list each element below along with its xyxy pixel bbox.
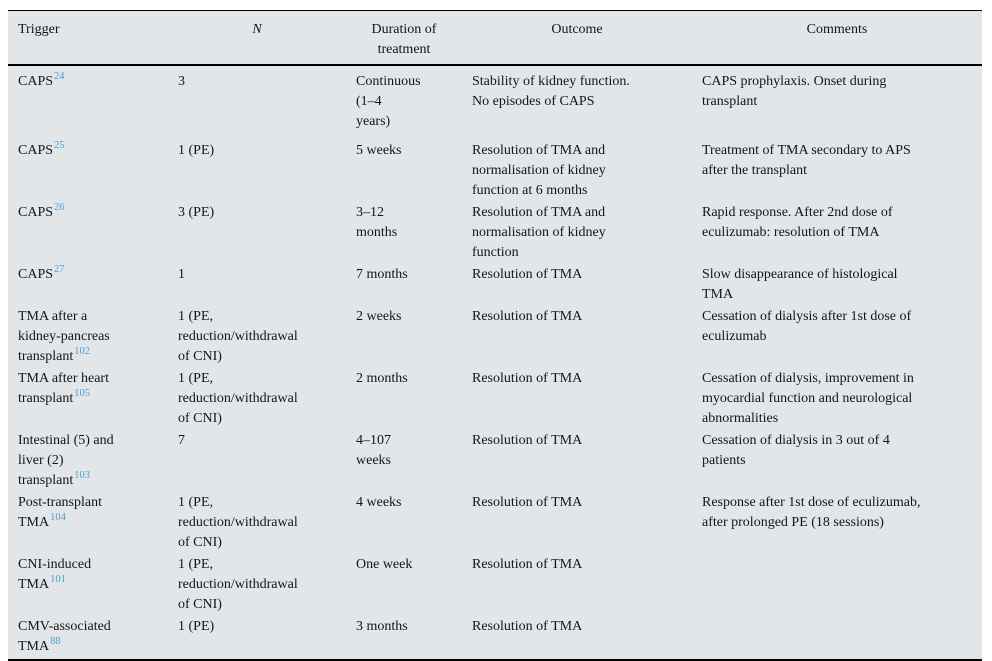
cell-n: 1 (PE, reduction/withdrawal of CNI) [178,309,298,364]
cell-n: 7 [178,433,185,448]
cell-outcome: Stability of kidney function. No episodes… [472,74,630,109]
cell-n: 1 (PE, reduction/withdrawal of CNI) [178,371,298,426]
table-row: Post-transplant TMA104 1 (PE, reduction/wit… [8,493,982,555]
cell-duration: One week [356,557,413,572]
cell-comments: Treatment of TMA secondary to APS after t… [702,143,911,178]
table-row: TMA after heart transplant105 1 (PE, reduct… [8,369,982,431]
cell-outcome: Resolution of TMA [472,267,583,282]
table-row: CAPS27 1 7 months Resolution of TMA Slow dis… [8,265,982,307]
cell-outcome: Resolution of TMA [472,619,583,634]
cell-outcome: Resolution of TMA and normalisation of ki… [472,205,606,260]
cell-n: 1 (PE) [178,619,215,634]
cell-duration: 5 weeks [356,143,402,158]
table-row: Intestinal (5) and liver (2) transplant103… [8,431,982,493]
data-table: Trigger N Duration of treatment Outcome … [8,11,982,659]
citation-ref[interactable]: 102 [74,346,90,358]
cell-duration: 4 weeks [356,495,402,510]
cell-n: 3 (PE) [178,205,215,220]
cell-duration: 2 weeks [356,309,402,324]
cell-comments: Cessation of dialysis after 1st dose of e… [702,309,912,344]
cell-outcome: Resolution of TMA [472,495,583,510]
table-header: Trigger N Duration of treatment Outcome … [8,11,982,66]
cell-comments: CAPS prophylaxis. Onset during transplant [702,74,887,109]
cell-n: 1 [178,267,185,282]
table-row: CMV-associated TMA88 1 (PE) 3 months Resolut… [8,617,982,659]
cell-comments: Cessation of dialysis in 3 out of 4 patie… [702,433,890,468]
table-row: CNI-induced TMA101 1 (PE, reduction/withdra… [8,555,982,617]
table-row: TMA after a kidney-pancreas transplant102 1… [8,307,982,369]
cell-comments: Response after 1st dose of eculizumab, af… [702,495,921,530]
cell-duration: 4–107 weeks [356,433,391,468]
citation-ref[interactable]: 104 [50,512,66,524]
table-row: CAPS26 3 (PE) 3–12 months Resolution of TMA … [8,203,982,265]
col-header-duration: Duration of treatment [346,11,462,66]
cell-duration: 3–12 months [356,205,398,240]
cell-trigger: CAPS25 [18,140,65,158]
citation-ref[interactable]: 105 [74,388,90,400]
citation-ref[interactable]: 26 [54,202,65,214]
cell-trigger: CMV-associated TMA88 [18,619,111,654]
cell-trigger: Intestinal (5) and liver (2) transplant103 [18,433,114,488]
cell-trigger: Post-transplant TMA104 [18,495,102,530]
cell-trigger: CNI-induced TMA101 [18,557,92,592]
cell-comments: Cessation of dialysis, improvement in myo… [702,371,914,426]
citation-ref[interactable]: 27 [54,264,65,276]
cell-duration: Continuous (1–4 years) [356,74,421,129]
cell-n: 1 (PE, reduction/withdrawal of CNI) [178,557,298,612]
cell-duration: 7 months [356,267,408,282]
table-row: CAPS24 3 Continuous (1–4 years) Stability of … [8,65,982,141]
cell-trigger: CAPS24 [18,71,65,89]
cell-trigger: TMA after heart transplant105 [18,371,109,406]
citation-ref[interactable]: 24 [54,71,65,83]
table-body: CAPS24 3 Continuous (1–4 years) Stability of … [8,65,982,659]
cell-comments [692,555,982,617]
cell-n: 1 (PE) [178,143,215,158]
cell-outcome: Resolution of TMA [472,309,583,324]
col-header-comments: Comments [692,11,982,66]
col-header-n: N [168,11,346,66]
col-header-trigger: Trigger [8,11,168,66]
header-row: Trigger N Duration of treatment Outcome … [8,11,982,66]
cell-duration: 2 months [356,371,408,386]
cell-n: 1 (PE, reduction/withdrawal of CNI) [178,495,298,550]
cell-comments [692,617,982,659]
citation-ref[interactable]: 88 [50,636,61,648]
cell-trigger: CAPS26 [18,202,65,220]
cell-outcome: Resolution of TMA [472,433,583,448]
citation-ref[interactable]: 25 [54,140,65,152]
cell-outcome: Resolution of TMA [472,371,583,386]
cell-comments: Rapid response. After 2nd dose of eculizu… [702,205,893,240]
cell-outcome: Resolution of TMA and normalisation of ki… [472,143,606,198]
cell-n: 3 [178,74,185,89]
cell-duration: 3 months [356,619,408,634]
cell-trigger: TMA after a kidney-pancreas transplant102 [18,309,110,364]
cell-outcome: Resolution of TMA [472,557,583,572]
cell-comments: Slow disappearance of histological TMA [702,267,898,302]
citation-ref[interactable]: 101 [50,574,66,586]
col-header-outcome: Outcome [462,11,692,66]
table-row: CAPS25 1 (PE) 5 weeks Resolution of TMA and… [8,141,982,203]
clinical-evidence-table: Trigger N Duration of treatment Outcome … [8,10,982,661]
citation-ref[interactable]: 103 [74,470,90,482]
cell-trigger: CAPS27 [18,264,65,282]
